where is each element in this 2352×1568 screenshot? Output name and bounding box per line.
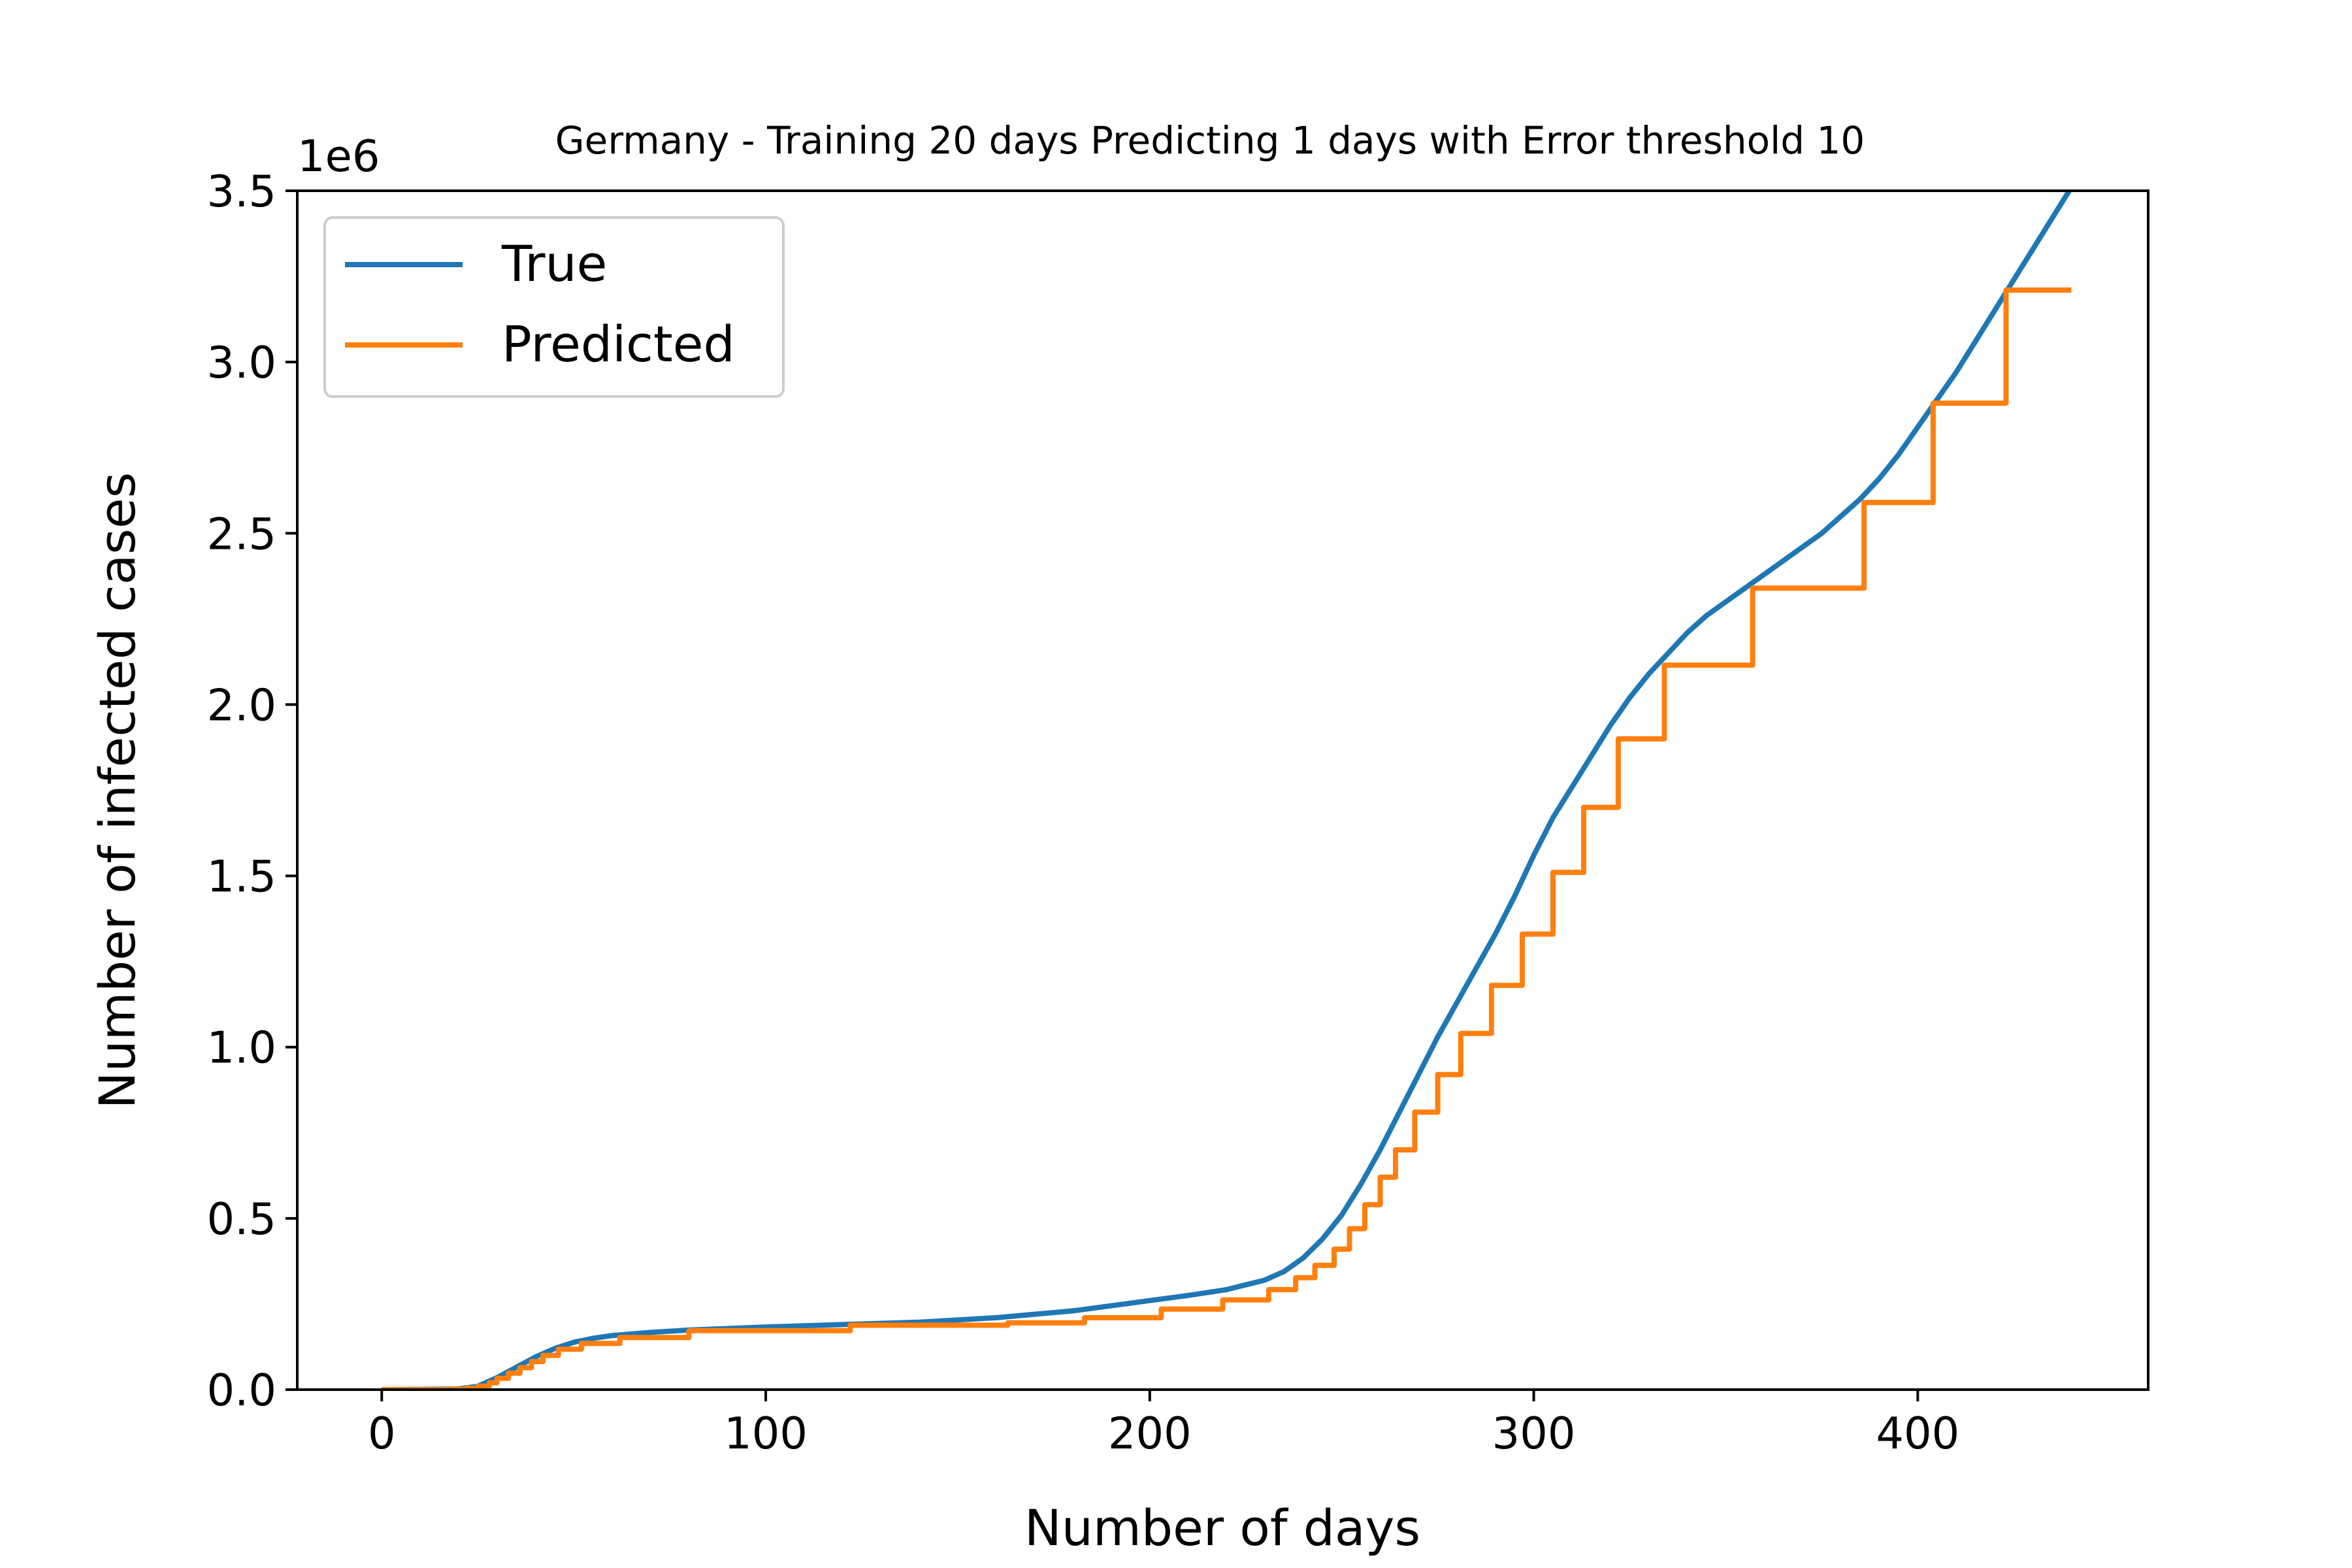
x-tick-label: 200 — [1108, 1408, 1192, 1459]
series-true-line — [382, 191, 2072, 1390]
x-tick-label: 100 — [724, 1408, 808, 1459]
y-tick-label: 1.5 — [206, 851, 276, 902]
y-axis-label: Number of infected cases — [88, 472, 146, 1109]
y-tick-label: 0.0 — [206, 1365, 276, 1416]
x-axis-label: Number of days — [1024, 1499, 1420, 1557]
x-tick-label: 0 — [368, 1408, 396, 1459]
y-tick-label: 3.0 — [206, 337, 276, 388]
x-tick-label: 400 — [1876, 1408, 1959, 1459]
x-axis: 0 100 200 300 400 — [368, 1390, 1959, 1459]
y-tick-label: 1.0 — [206, 1022, 276, 1073]
y-tick-label: 2.0 — [206, 679, 276, 730]
y-tick-label: 3.5 — [206, 166, 276, 217]
legend-predicted-label: Predicted — [502, 315, 735, 373]
y-axis: 0.0 0.5 1.0 1.5 2.0 2.5 3.0 3.5 — [206, 166, 297, 1416]
legend: True Predicted — [323, 216, 785, 398]
chart-title: Germany - Training 20 days Predicting 1 … — [555, 118, 1865, 163]
axes-frame — [296, 189, 2149, 1391]
series-predicted-line — [382, 287, 2072, 1390]
y-tick-label: 2.5 — [206, 508, 276, 559]
legend-true-label: True — [501, 235, 607, 293]
y-offset-text: 1e6 — [297, 131, 380, 182]
y-tick-label: 0.5 — [206, 1194, 276, 1245]
x-tick-label: 300 — [1492, 1408, 1576, 1459]
plot-area — [382, 191, 2072, 1390]
